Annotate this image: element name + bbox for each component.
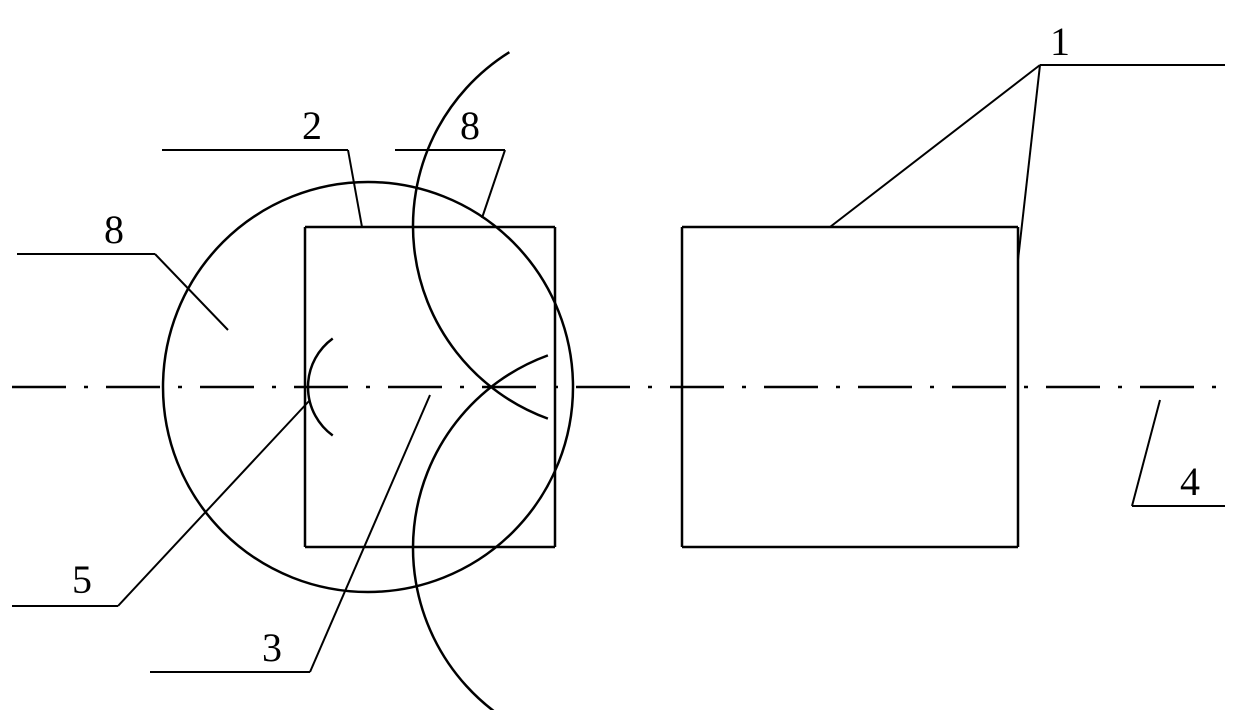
label-1-text: 1: [1050, 19, 1070, 64]
label-8b-text: 8: [104, 207, 124, 252]
label-8a-leader-0: [482, 150, 505, 218]
label-8a-text: 8: [460, 103, 480, 148]
label-2-text: 2: [302, 103, 322, 148]
label-4-leader-0: [1132, 400, 1160, 506]
label-8b: 8: [17, 207, 228, 330]
label-1-leader-0: [830, 65, 1040, 227]
label-5: 5: [12, 400, 310, 606]
label-4-text: 4: [1180, 459, 1200, 504]
label-3-text: 3: [262, 625, 282, 670]
big-arc-1: [413, 355, 548, 710]
label-1: 1: [830, 19, 1225, 260]
label-3-leader-0: [310, 395, 430, 672]
label-8a: 8: [395, 103, 505, 218]
label-4: 4: [1132, 400, 1225, 506]
label-8b-leader-0: [155, 254, 228, 330]
label-2: 2: [162, 103, 362, 227]
label-5-leader-0: [118, 400, 310, 606]
label-2-leader-0: [348, 150, 362, 227]
label-1-leader-1: [1018, 65, 1040, 260]
label-5-text: 5: [72, 557, 92, 602]
label-3: 3: [150, 395, 430, 672]
